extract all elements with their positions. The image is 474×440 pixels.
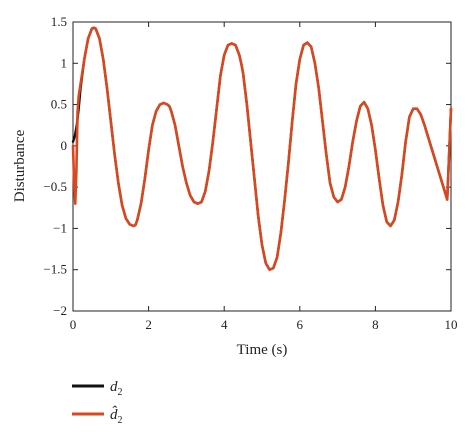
plot-frame bbox=[72, 21, 452, 312]
y-tick-label: −0.5 bbox=[43, 179, 67, 194]
series-layer bbox=[71, 26, 453, 272]
series-line-d2 bbox=[71, 26, 453, 271]
y-tick-label: 1.5 bbox=[51, 14, 67, 29]
legend-label-d2: d2 bbox=[110, 379, 123, 398]
x-tick-label: 10 bbox=[445, 317, 458, 332]
y-axis-label: Disturbance bbox=[12, 129, 28, 202]
x-tick-label: 6 bbox=[297, 317, 304, 332]
x-tick-label: 0 bbox=[70, 317, 77, 332]
x-axis-ticks: 0 2 4 6 8 10 bbox=[70, 22, 458, 332]
y-tick-label: −2 bbox=[53, 303, 67, 318]
series-line-d2-hat bbox=[71, 26, 453, 272]
x-tick-label: 4 bbox=[221, 317, 228, 332]
legend-item-d2: d2 bbox=[72, 379, 123, 398]
x-axis-label: Time (s) bbox=[237, 342, 288, 358]
x-tick-label: 8 bbox=[372, 317, 379, 332]
x-tick-label: 2 bbox=[145, 317, 152, 332]
legend-item-d2-hat: d̂2 bbox=[72, 406, 123, 426]
y-tick-label: −1.5 bbox=[43, 262, 67, 277]
legend: d2 d̂2 bbox=[72, 379, 123, 426]
y-axis-ticks: −2 −1.5 −1 −0.5 0 0.5 1 1.5 bbox=[43, 14, 451, 318]
y-tick-label: −1 bbox=[53, 220, 67, 235]
y-tick-label: 0 bbox=[61, 138, 68, 153]
y-tick-label: 0.5 bbox=[51, 97, 67, 112]
y-tick-label: 1 bbox=[61, 55, 68, 70]
legend-label-d2-hat: d̂2 bbox=[110, 406, 123, 426]
